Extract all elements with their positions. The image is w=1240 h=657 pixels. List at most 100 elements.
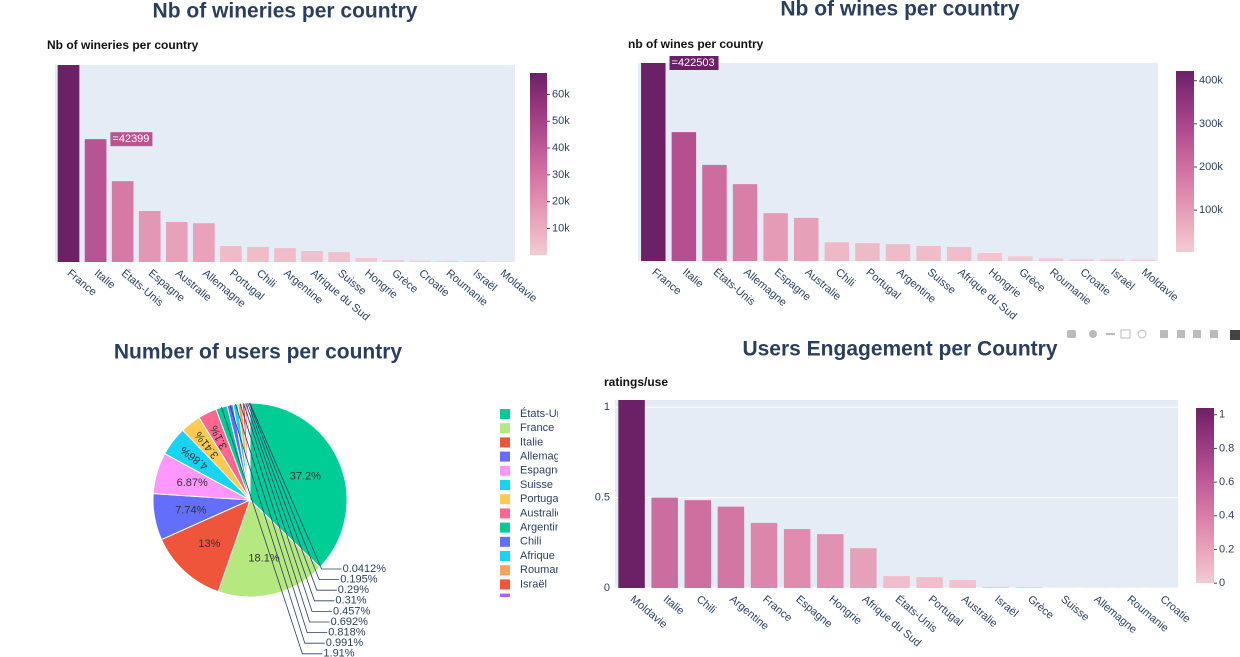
colorbar-tick-label: 100k	[1199, 204, 1223, 216]
x-tick-label: Italie	[661, 593, 687, 617]
bar	[1130, 259, 1155, 261]
bar	[949, 580, 976, 588]
modebar[interactable]	[1067, 329, 1240, 340]
colorbar	[1176, 71, 1194, 252]
bar	[382, 259, 405, 262]
bar	[1015, 587, 1043, 588]
x-tick-label: Espagne	[793, 593, 834, 630]
slice-label: 18.1%	[248, 552, 279, 564]
bar	[763, 213, 788, 261]
leader-line	[235, 403, 328, 633]
bar	[1099, 259, 1125, 261]
bar	[982, 586, 1010, 588]
slice-label: 0.31%	[335, 595, 366, 607]
bar	[193, 223, 215, 262]
legend-swatch	[500, 465, 510, 476]
x-tick-label: Grèce	[1025, 593, 1056, 621]
legend-label: États-Unis	[520, 407, 571, 420]
bar	[463, 261, 486, 262]
x-tick-label: Suisse	[1058, 593, 1091, 623]
slice-label: 0.991%	[326, 637, 364, 649]
legend-label: Suisse	[520, 479, 553, 491]
legend-swatch	[500, 480, 510, 490]
pie-slice	[217, 499, 321, 598]
bar	[684, 500, 712, 588]
bar	[885, 244, 911, 261]
slice-label: 0.195%	[340, 574, 378, 586]
bar	[783, 529, 811, 588]
bar	[702, 164, 727, 261]
legend-label: France	[520, 422, 554, 434]
legend-label: Roumanie	[520, 564, 570, 576]
y-tick-label: 0.5	[595, 492, 610, 504]
slice-label: 0.692%	[331, 616, 369, 628]
legend-swatch	[500, 536, 510, 547]
bar	[409, 260, 432, 262]
colorbar-tick-label: 10k	[552, 222, 570, 234]
legend: États-Unis France Italie Allemagne Espagne Su…	[500, 407, 572, 632]
colorbar-tick-label: 0.6	[1219, 476, 1234, 488]
bar	[1069, 259, 1094, 261]
legend-swatch	[500, 451, 510, 462]
legend-swatch	[500, 409, 510, 419]
leader-line	[239, 403, 330, 623]
legend-swatch	[500, 579, 510, 590]
legend-label: Espagne	[520, 465, 563, 477]
hover-box	[669, 56, 719, 70]
legend-label: Allemagne	[520, 451, 572, 463]
colorbar-tick-label: 50k	[552, 115, 570, 127]
hover-label: =42399	[112, 133, 149, 145]
chart-subtitle: nb of wines per country	[628, 37, 764, 51]
legend-swatch	[500, 522, 510, 533]
bar	[301, 250, 323, 262]
colorbar-tick-label: 300k	[1199, 118, 1223, 130]
legend-swatch	[500, 622, 510, 632]
colorbar	[1196, 408, 1214, 583]
legend-swatch	[500, 494, 510, 505]
x-tick-label: Italie	[680, 266, 706, 290]
x-tick-label: France	[649, 266, 683, 297]
colorbar-tick-label: 20k	[552, 196, 570, 208]
bar	[84, 139, 107, 262]
bar	[916, 577, 943, 588]
hover-label: =422503	[672, 57, 715, 69]
x-tick-label: Israël	[992, 593, 1020, 619]
slice-label: 0.457%	[333, 605, 371, 617]
bar	[855, 243, 880, 261]
slice-label: 7.74%	[175, 505, 206, 517]
bar	[883, 576, 910, 588]
bar	[111, 181, 134, 262]
legend-swatch	[500, 508, 510, 519]
leader-line	[245, 402, 335, 602]
colorbar-tick-label: 1	[1219, 409, 1225, 421]
legend-label: Israël	[520, 578, 547, 590]
colorbar-tick-label: 30k	[552, 169, 570, 181]
colorbar-tick-label: 40k	[552, 142, 570, 154]
leader-line	[221, 407, 323, 655]
legend-swatch	[500, 565, 510, 576]
chart-title: Users Engagement per Country	[742, 338, 1057, 361]
bar	[794, 217, 819, 261]
x-tick-label: Moldavie	[1139, 266, 1180, 303]
bar	[750, 522, 778, 588]
leader-line	[248, 402, 340, 580]
colorbar-tick-label: 0.2	[1219, 543, 1234, 555]
colorbar-tick-label: 0	[1219, 577, 1225, 589]
bar	[824, 242, 850, 261]
slice-label: 0.0412%	[343, 563, 387, 575]
pie-slice	[249, 402, 348, 569]
bar	[641, 63, 666, 261]
bar	[717, 506, 745, 588]
chart-title: Number of users per country	[114, 341, 403, 364]
legend-swatch	[500, 551, 510, 561]
legend-swatch	[500, 593, 510, 597]
bar	[850, 548, 877, 588]
colorbar	[530, 73, 547, 255]
bar	[916, 246, 941, 261]
legend-label: Portugal	[520, 493, 561, 505]
bar	[247, 246, 269, 262]
slice-label: 6.87%	[177, 477, 208, 489]
legend-swatch	[500, 608, 510, 618]
colorbar-tick-label: 200k	[1199, 161, 1223, 173]
bar	[618, 400, 645, 588]
